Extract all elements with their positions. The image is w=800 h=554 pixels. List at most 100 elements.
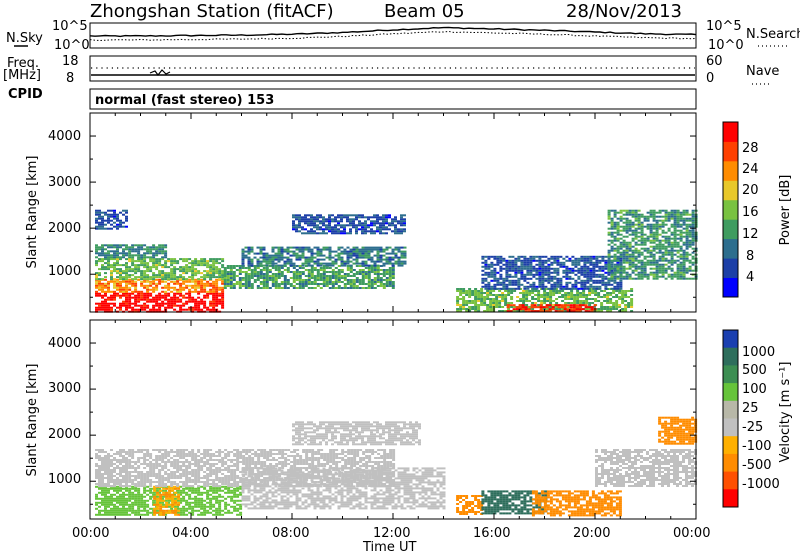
heatmap-cell (247, 267, 251, 269)
heatmap-cell (116, 260, 119, 263)
heatmap-cell (487, 281, 491, 284)
heatmap-cell (625, 271, 629, 274)
heatmap-cell (364, 252, 368, 255)
heatmap-cell (364, 222, 367, 225)
heatmap-cell (128, 282, 132, 285)
heatmap-cell (221, 298, 225, 301)
heatmap-cell (101, 449, 104, 451)
heatmap-cell (313, 267, 317, 269)
heatmap-cell (271, 248, 275, 251)
heatmap-cell (191, 268, 195, 271)
heatmap-cell (149, 284, 153, 287)
heatmap-cell (156, 511, 160, 514)
heatmap-cell (319, 248, 323, 251)
heatmap-cell (331, 232, 334, 235)
heatmap-cell (595, 265, 599, 268)
heatmap-cell (496, 283, 500, 286)
heatmap-cell (688, 233, 692, 236)
heatmap-cell (507, 302, 511, 304)
heatmap-cell (140, 505, 144, 508)
heatmap-cell (649, 223, 653, 226)
heatmap-cell (110, 250, 113, 253)
heatmap-cell (316, 279, 320, 281)
heatmap-cell (200, 505, 204, 508)
heatmap-cell (484, 283, 488, 286)
heatmap-cell (532, 267, 536, 270)
heatmap-cell (113, 298, 116, 301)
nave-label: Nave (746, 64, 779, 79)
heatmap-cell (328, 248, 332, 251)
heatmap-cell (609, 294, 613, 296)
heatmap-cell (191, 513, 195, 516)
heatmap-cell (194, 282, 198, 285)
heatmap-cell (203, 276, 207, 279)
heatmap-cell (637, 251, 641, 254)
heatmap-cell (519, 298, 523, 300)
heatmap-cell (194, 491, 198, 494)
heatmap-cell (621, 300, 625, 302)
heatmap-cell (540, 302, 544, 304)
heatmap-cell (289, 277, 293, 279)
heatmap-cell (131, 509, 135, 512)
heatmap-cell (578, 308, 582, 311)
heatmap-cell (524, 308, 528, 311)
heatmap-cell (597, 294, 601, 296)
heatmap-cell (661, 209, 665, 212)
heatmap-cell (277, 260, 281, 263)
heatmap-cell (176, 489, 180, 492)
heatmap-cell (664, 219, 668, 222)
heatmap-cell (394, 226, 397, 229)
heatmap-cell (577, 257, 581, 260)
heatmap-cell (367, 258, 371, 261)
heatmap-cell (519, 310, 523, 312)
heatmap-cell (640, 271, 644, 274)
heatmap-cell (517, 281, 521, 284)
heatmap-cell (95, 457, 98, 459)
heatmap-cell (492, 302, 496, 304)
heatmap-cell (610, 249, 614, 252)
heatmap-cell (505, 285, 509, 288)
heatmap-cell (215, 272, 219, 275)
heatmap-cell (149, 276, 153, 279)
heatmap-cell (95, 262, 98, 265)
heatmap-cell (206, 296, 210, 299)
heatmap-cell (532, 281, 536, 284)
heatmap-cell (538, 261, 542, 264)
heatmap-cell (564, 294, 568, 296)
heatmap-cell (498, 300, 502, 302)
heatmap-cell (607, 249, 611, 252)
heatmap-cell (373, 283, 377, 285)
heatmap-cell (197, 262, 201, 265)
heatmap-cell (553, 255, 557, 258)
heatmap-cell (244, 275, 248, 277)
heatmap-cell (265, 256, 269, 259)
heatmap-cell (173, 298, 177, 301)
heatmap-cell (628, 249, 632, 252)
heatmap-cell (394, 248, 398, 251)
heatmap-cell (131, 280, 135, 283)
heatmap-cell (104, 278, 107, 281)
heatmap-cell (640, 215, 644, 218)
heatmap-cell (682, 223, 686, 226)
heatmap-cell (625, 267, 629, 270)
heatmap-cell (310, 260, 314, 263)
heatmap-cell (152, 282, 156, 285)
heatmap-cell (125, 262, 128, 265)
heatmap-cell (313, 230, 316, 233)
heatmap-cell (522, 298, 526, 300)
heatmap-cell (361, 281, 365, 283)
heatmap-cell (667, 267, 671, 270)
heatmap-cell (340, 218, 343, 221)
heatmap-cell (304, 265, 308, 267)
heatmap-cell (679, 233, 683, 236)
heatmap-cell (215, 296, 219, 299)
heatmap-cell (218, 298, 222, 301)
heatmap-cell (188, 507, 192, 510)
heatmap-cell (609, 306, 613, 308)
heatmap-cell (125, 511, 128, 514)
heatmap-cell (128, 288, 132, 291)
heatmap-cell (343, 224, 346, 227)
heatmap-cell (529, 283, 533, 286)
heatmap-cell (688, 231, 692, 234)
heatmap-cell (295, 283, 299, 285)
